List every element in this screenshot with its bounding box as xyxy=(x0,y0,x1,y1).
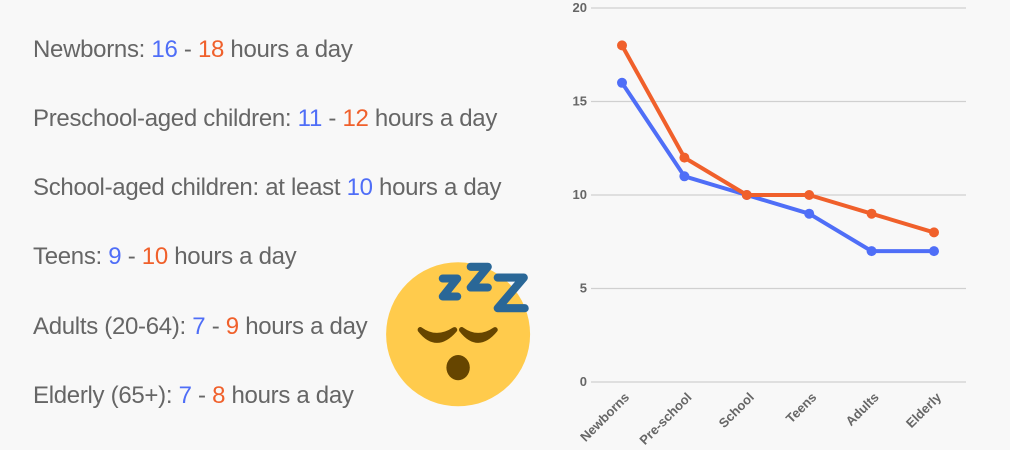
fact-label: Adults (20-64): xyxy=(33,313,193,340)
fact-high: 8 xyxy=(212,382,226,409)
fact-suffix: hours a day xyxy=(225,382,354,409)
data-point xyxy=(617,40,627,51)
fact-label: School-aged children: at least xyxy=(33,174,347,201)
fact-preschool: Preschool-aged children: 11 - 12 hours a… xyxy=(33,105,497,133)
data-point xyxy=(741,190,752,200)
x-tick-label: Teens xyxy=(783,390,819,426)
fact-suffix: hours a day xyxy=(368,105,498,132)
left-eye xyxy=(417,327,458,343)
fact-newborns: Newborns: 16 - 18 hours a day xyxy=(33,36,353,64)
sleeping-face-icon xyxy=(386,262,531,407)
data-point xyxy=(804,190,815,200)
y-tick-label: 15 xyxy=(573,94,587,109)
fact-elderly: Elderly (65+): 7 - 8 hours a day xyxy=(33,382,354,410)
data-point xyxy=(866,208,877,219)
fact-low: 11 xyxy=(297,105,323,132)
x-tick-label: Pre-school xyxy=(636,390,694,448)
zzz-icon xyxy=(438,262,529,313)
y-tick-label: 5 xyxy=(580,281,587,296)
fact-suffix: hours a day xyxy=(238,313,368,340)
series-line-1 xyxy=(620,44,935,235)
fact-school: School-aged children: at least 10 hours … xyxy=(33,174,501,202)
fact-low: 16 xyxy=(151,36,178,63)
fact-sep: - xyxy=(191,382,213,409)
fact-label: Teens: xyxy=(33,243,109,270)
fact-suffix: hours a day xyxy=(167,243,297,270)
x-tick-label: Elderly xyxy=(903,389,945,431)
data-point xyxy=(866,246,877,257)
fact-low: 10 xyxy=(346,174,373,201)
mouth xyxy=(446,355,470,381)
face xyxy=(386,262,531,407)
fact-low: 9 xyxy=(108,243,122,270)
fact-sep: - xyxy=(205,313,226,340)
series-line-0 xyxy=(620,81,934,254)
data-point xyxy=(804,208,815,219)
fact-suffix: hours a day xyxy=(224,36,353,63)
fact-teens: Teens: 9 - 10 hours a day xyxy=(33,243,297,271)
x-tick-label: Adults xyxy=(843,390,882,429)
fact-label: Elderly (65+): xyxy=(33,382,179,409)
data-point xyxy=(617,77,627,88)
fact-low: 7 xyxy=(178,382,192,409)
right-eye xyxy=(459,327,498,343)
fact-high: 12 xyxy=(342,105,369,132)
fact-high: 9 xyxy=(225,313,239,340)
y-tick-label: 20 xyxy=(573,0,587,15)
fact-adults: Adults (20-64): 7 - 9 hours a day xyxy=(33,313,368,341)
fact-high: 10 xyxy=(141,243,168,270)
fact-label: Preschool-aged children: xyxy=(33,105,298,132)
x-tick-label: School xyxy=(716,390,757,431)
fact-sep: - xyxy=(177,36,198,63)
fact-high: 18 xyxy=(197,36,225,63)
y-tick-label: 10 xyxy=(573,187,587,202)
data-point xyxy=(679,171,690,182)
fact-sep: - xyxy=(322,105,343,132)
data-point xyxy=(929,246,939,257)
x-tick-label: Newborns xyxy=(577,390,632,445)
y-tick-label: 0 xyxy=(580,374,587,389)
fact-sep: - xyxy=(121,243,142,270)
fact-low: 7 xyxy=(192,313,206,340)
data-point xyxy=(929,227,939,238)
data-point xyxy=(679,152,690,163)
fact-suffix: hours a day xyxy=(372,174,502,201)
fact-label: Newborns: xyxy=(33,36,152,63)
